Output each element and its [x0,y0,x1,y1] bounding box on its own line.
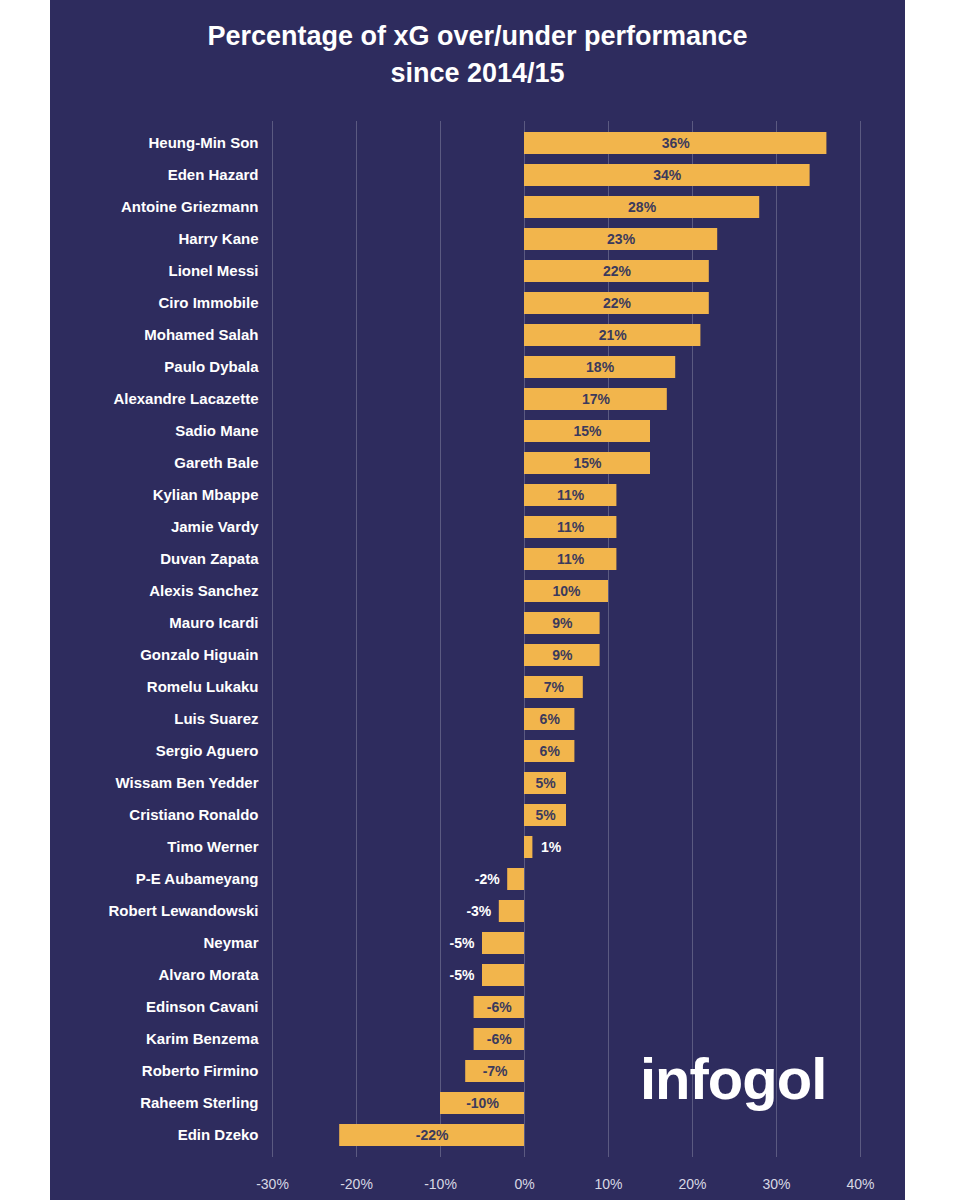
svg-text:Alvaro Morata: Alvaro Morata [158,966,259,983]
svg-text:Mohamed Salah: Mohamed Salah [144,326,258,343]
svg-text:Antoine Griezmann: Antoine Griezmann [121,198,259,215]
svg-text:5%: 5% [535,775,556,791]
svg-text:11%: 11% [557,487,585,503]
svg-text:P-E Aubameyang: P-E Aubameyang [136,870,259,887]
svg-text:Gareth Bale: Gareth Bale [174,454,258,471]
svg-text:17%: 17% [582,391,611,407]
svg-text:-10%: -10% [424,1176,457,1192]
svg-text:36%: 36% [662,135,691,151]
svg-text:Edin Dzeko: Edin Dzeko [178,1126,259,1143]
svg-text:Ciro Immobile: Ciro Immobile [158,294,258,311]
svg-text:40%: 40% [846,1176,874,1192]
html-text:Percentage of xG over/under pe: Percentage of xG over/under performance [207,21,748,51]
svg-text:-6%: -6% [487,999,512,1015]
svg-text:0%: 0% [514,1176,534,1192]
svg-text:Harry Kane: Harry Kane [178,230,258,247]
svg-text:Jamie Vardy: Jamie Vardy [171,518,259,535]
svg-text:Roberto Firmino: Roberto Firmino [142,1062,259,1079]
svg-text:10%: 10% [552,583,581,599]
html-text:since 2014/15: since 2014/15 [390,58,565,88]
svg-text:21%: 21% [599,327,628,343]
svg-text:Eden Hazard: Eden Hazard [168,166,259,183]
svg-text:Raheem Sterling: Raheem Sterling [140,1094,258,1111]
svg-text:Romelu Lukaku: Romelu Lukaku [147,678,259,695]
svg-text:Wissam Ben Yedder: Wissam Ben Yedder [116,774,259,791]
svg-text:20%: 20% [678,1176,706,1192]
svg-text:Alexis Sanchez: Alexis Sanchez [149,582,258,599]
svg-text:Robert Lewandowski: Robert Lewandowski [108,902,258,919]
svg-text:6%: 6% [540,743,561,759]
svg-text:Cristiano Ronaldo: Cristiano Ronaldo [129,806,258,823]
svg-text:30%: 30% [762,1176,790,1192]
svg-text:22%: 22% [603,295,632,311]
svg-text:28%: 28% [628,199,657,215]
svg-text:22%: 22% [603,263,632,279]
svg-text:Alexandre Lacazette: Alexandre Lacazette [113,390,258,407]
svg-text:7%: 7% [544,679,565,695]
svg-text:15%: 15% [573,455,602,471]
svg-text:Karim Benzema: Karim Benzema [146,1030,259,1047]
svg-text:Mauro Icardi: Mauro Icardi [169,614,258,631]
svg-text:-10%: -10% [466,1095,499,1111]
svg-text:6%: 6% [540,711,561,727]
svg-text:-5%: -5% [450,935,475,951]
svg-text:9%: 9% [552,615,573,631]
svg-text:-2%: -2% [475,871,500,887]
svg-text:-20%: -20% [340,1176,373,1192]
svg-text:-30%: -30% [256,1176,289,1192]
svg-text:Paulo Dybala: Paulo Dybala [164,358,259,375]
svg-text:18%: 18% [586,359,615,375]
html-text:infogol: infogol [640,1046,827,1111]
svg-text:Duvan Zapata: Duvan Zapata [160,550,259,567]
svg-text:Edinson Cavani: Edinson Cavani [146,998,259,1015]
svg-text:Luis Suarez: Luis Suarez [174,710,258,727]
svg-text:-22%: -22% [416,1127,449,1143]
svg-text:Heung-Min Son: Heung-Min Son [149,134,259,151]
svg-text:9%: 9% [552,647,573,663]
svg-text:Kylian Mbappe: Kylian Mbappe [153,486,259,503]
svg-text:1%: 1% [541,839,562,855]
svg-text:11%: 11% [557,519,585,535]
svg-text:5%: 5% [535,807,556,823]
svg-text:10%: 10% [594,1176,622,1192]
svg-text:Neymar: Neymar [203,934,258,951]
svg-text:Sadio Mane: Sadio Mane [175,422,258,439]
svg-text:23%: 23% [607,231,636,247]
svg-text:Sergio Aguero: Sergio Aguero [156,742,259,759]
svg-text:Timo Werner: Timo Werner [167,838,258,855]
svg-text:-5%: -5% [450,967,475,983]
svg-text:Lionel Messi: Lionel Messi [168,262,258,279]
svg-text:11%: 11% [557,551,585,567]
svg-text:Gonzalo Higuain: Gonzalo Higuain [140,646,258,663]
svg-text:-3%: -3% [466,903,491,919]
svg-text:-7%: -7% [483,1063,508,1079]
svg-text:34%: 34% [653,167,682,183]
svg-text:15%: 15% [573,423,602,439]
svg-text:-6%: -6% [487,1031,512,1047]
